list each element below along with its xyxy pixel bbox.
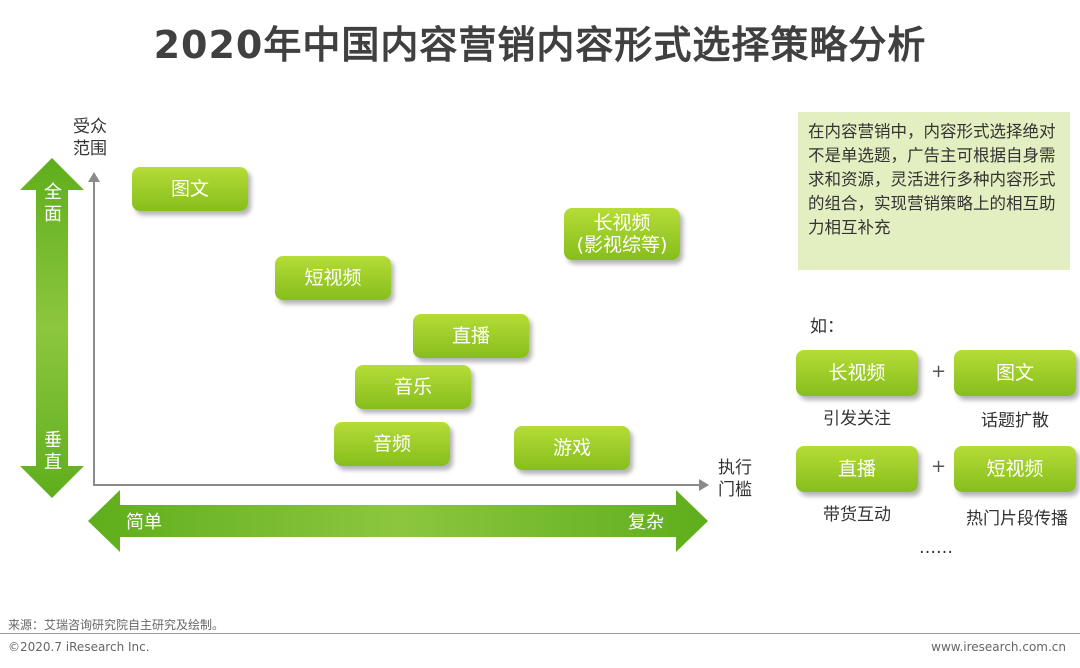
footer-divider [0, 633, 1080, 634]
plus-sign-2: + [931, 456, 947, 477]
plus-sign-1: + [931, 361, 947, 382]
vertical-arrow [20, 158, 84, 498]
x-axis-label: 执行门槛 [718, 458, 752, 500]
examples-label: 如： [810, 317, 844, 337]
tag-yinpin: 音频 [334, 422, 450, 466]
tag-zhibo: 直播 [413, 314, 529, 358]
caption-daihuohudong: 带货互动 [823, 505, 891, 525]
x-axis-arrowhead [699, 479, 709, 491]
y-axis-arrowhead [88, 172, 100, 182]
source-note: 来源：艾瑞咨询研究院自主研究及绘制。 [8, 618, 225, 632]
caption-huatikuosan: 话题扩散 [981, 411, 1049, 431]
tag-tuwen: 图文 [132, 167, 248, 211]
x-axis [93, 484, 700, 486]
example-tag-duanshipin: 短视频 [954, 446, 1076, 492]
ellipsis: …… [919, 538, 953, 558]
horizontal-arrow [88, 490, 708, 552]
vertical-arrow-top-label: 全面 [44, 182, 62, 225]
caption-yinfaguanzhu: 引发关注 [823, 409, 891, 429]
y-axis [93, 180, 95, 485]
tag-youxi: 游戏 [514, 426, 630, 470]
vertical-arrow-bottom-label: 垂直 [44, 430, 62, 473]
note-box: 在内容营销中，内容形式选择绝对不是单选题，广告主可根据自身需求和资源，灵活进行多… [798, 112, 1070, 270]
tag-yinyue: 音乐 [355, 365, 471, 409]
horizontal-arrow-right-label: 复杂 [628, 512, 664, 533]
example-tag-tuwen: 图文 [954, 350, 1076, 396]
copyright: ©2020.7 iResearch Inc. [8, 640, 150, 654]
page-title: 2020年中国内容营销内容形式选择策略分析 [153, 23, 927, 67]
tag-changshipin-line2: (影视综等) [576, 234, 668, 256]
tag-changshipin-line1: 长视频 [593, 212, 651, 234]
example-tag-changshipin: 长视频 [796, 350, 918, 396]
y-axis-label: 受众范围 [73, 117, 107, 159]
caption-remenpianduan: 热门片段传播 [966, 509, 1068, 529]
example-tag-zhibo: 直播 [796, 446, 918, 492]
website: www.iresearch.com.cn [931, 640, 1066, 654]
tag-duanshipin: 短视频 [275, 256, 391, 300]
tag-changshipin: 长视频 (影视综等) [564, 208, 680, 260]
horizontal-arrow-left-label: 简单 [126, 512, 162, 533]
